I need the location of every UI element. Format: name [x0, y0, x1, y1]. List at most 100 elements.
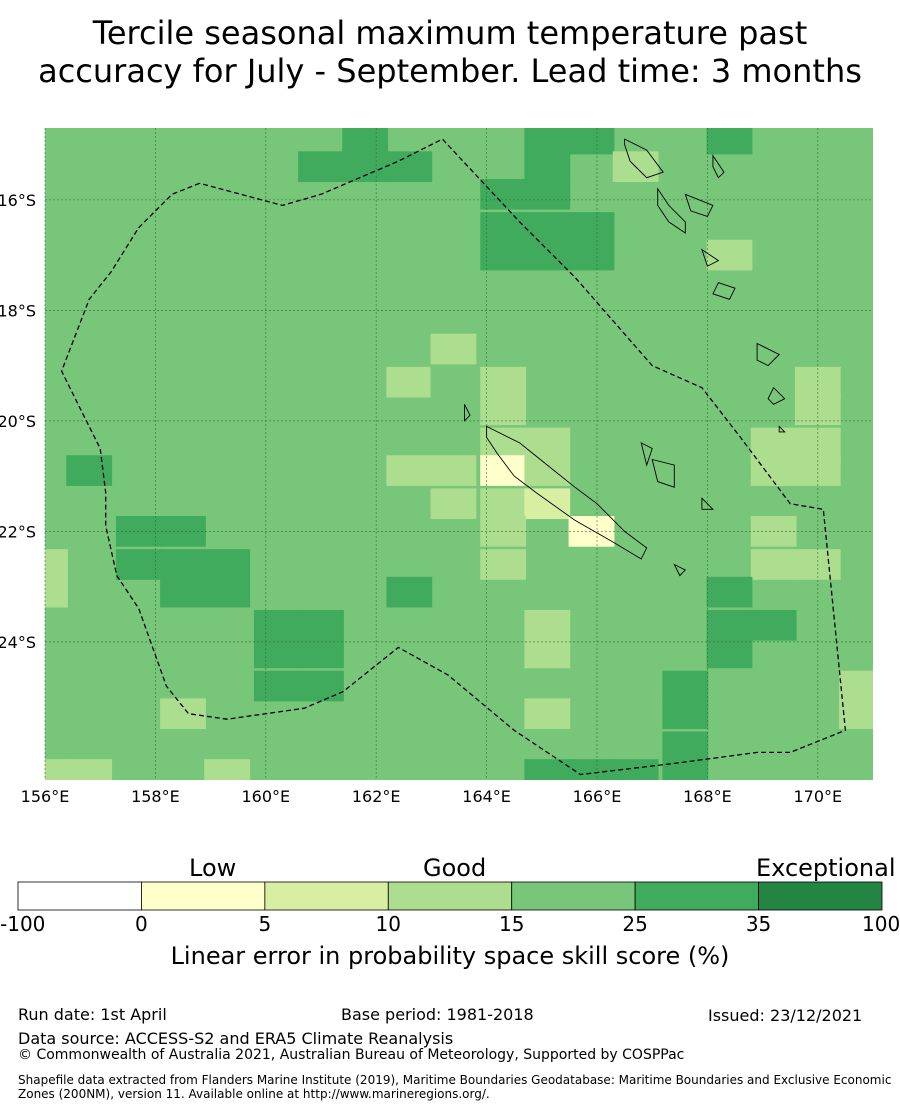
skill-cell [524, 698, 571, 730]
island-outline [756, 342, 780, 367]
island-outline [657, 187, 686, 234]
island-outline [701, 248, 720, 267]
skill-cell [66, 759, 113, 780]
data-source: Data source: ACCESS-S2 and ERA5 Climate … [18, 1029, 454, 1048]
gridlines [44, 128, 873, 780]
island-outline [701, 497, 714, 510]
lon-tick-label: 160°E [241, 787, 290, 806]
skill-cell [386, 151, 433, 183]
skill-cell [160, 576, 206, 608]
colorbar-segment [141, 881, 266, 911]
skill-cell [342, 128, 389, 155]
legend-cat-good: Good [423, 854, 487, 882]
eez-boundary [60, 138, 847, 776]
skill-cell [524, 239, 571, 271]
colorbar-tick-label: 25 [622, 912, 648, 936]
island-outline [624, 138, 664, 179]
page-title: Tercile seasonal maximum temperature pas… [38, 14, 862, 90]
lon-tick-label: 168°E [683, 787, 732, 806]
lon-tick-label: 156°E [21, 787, 70, 806]
skill-cell [750, 427, 797, 459]
lat-tick-label: 18°S [0, 301, 36, 320]
colorbar-segment [634, 881, 759, 911]
run-date: Run date: 1st April [18, 1005, 167, 1024]
skill-cell [386, 576, 433, 608]
colorbar-tick-label: 10 [375, 912, 402, 936]
skill-cell [298, 670, 344, 702]
skill-cell [253, 609, 300, 641]
skill-background [45, 128, 873, 780]
lat-tick-label: 22°S [0, 522, 36, 541]
skill-cell [480, 427, 527, 459]
skill-cell [524, 488, 571, 520]
island-outline [684, 193, 714, 217]
colorbar-tick-label: 15 [498, 912, 525, 936]
skill-cell [662, 759, 709, 780]
lat-tick-label: 16°S [0, 191, 36, 210]
skill-cell [160, 549, 206, 580]
skill-cell [430, 488, 477, 520]
skill-cell [480, 516, 527, 547]
island-outline [712, 282, 736, 300]
issued-date: Issued: 23/12/2021 [708, 1006, 863, 1025]
colorbar-tick-label: 0 [135, 912, 148, 936]
colorbar-tick-label: -100 [0, 912, 46, 936]
skill-cell [839, 670, 873, 702]
skill-cell [480, 488, 527, 520]
skill-cell [480, 394, 527, 426]
island-outline [651, 458, 675, 488]
skill-cell [662, 670, 709, 702]
skill-cell [480, 366, 527, 398]
skill-score-map: 156°E 158°E 160°E 162°E 164°E 166°E 168°E 170°E… [0, 128, 873, 806]
colorbar-label: Linear error in probability space skill … [170, 942, 730, 970]
shapefile-credit: Shapefile data extracted from Flanders M… [18, 1073, 892, 1101]
skill-cell [298, 637, 344, 669]
skill-cell [706, 637, 753, 669]
legend-cat-exceptional: Exceptional [756, 854, 896, 882]
colorbar-segment [17, 881, 142, 911]
colorbar-segment [511, 881, 636, 911]
lon-tick-label: 158°E [131, 787, 180, 806]
colorbar-tick-label: 5 [258, 912, 272, 936]
skill-cell [342, 151, 389, 183]
skill-cell [204, 759, 251, 780]
skill-cell [524, 609, 571, 641]
lat-tick-label: 24°S [0, 633, 36, 652]
island-outline [464, 404, 471, 422]
skill-cell [45, 576, 68, 608]
skill-cell [706, 128, 753, 155]
island-outline [778, 425, 786, 433]
copyright: © Commonwealth of Australia 2021, Austra… [18, 1047, 685, 1063]
skill-cell [568, 212, 615, 243]
skill-cell [524, 212, 571, 243]
skill-cell [298, 609, 344, 641]
skill-cell [386, 455, 433, 486]
colorbar-tick-label: 100 [862, 912, 900, 936]
skill-cell [480, 239, 527, 271]
lon-tick-label: 166°E [573, 787, 622, 806]
skill-cell [204, 549, 251, 580]
skill-cell [253, 637, 300, 669]
skill-cell [430, 333, 477, 365]
base-period: Base period: 1981-2018 [341, 1005, 534, 1024]
skill-cell [160, 698, 206, 730]
skill-cell [524, 759, 571, 780]
skill-cells [45, 128, 873, 780]
skill-cell [430, 455, 477, 486]
legend-cat-low: Low [189, 854, 237, 882]
skill-cell [662, 731, 709, 763]
lon-tick-label: 162°E [352, 787, 401, 806]
island-outline [673, 563, 687, 577]
skill-cell [253, 670, 300, 702]
skill-cell [568, 759, 615, 780]
skill-cell [45, 759, 68, 780]
coastlines [464, 138, 786, 577]
skill-cell [386, 366, 433, 398]
skill-cell [524, 637, 571, 669]
lon-tick-labels: 156°E 158°E 160°E 162°E 164°E 166°E 168°E 170°E [21, 787, 842, 806]
colorbar-segment [264, 881, 389, 911]
skill-cell [524, 455, 571, 486]
skill-cell [612, 759, 659, 780]
skill-cell [524, 128, 571, 155]
eez-boundary-line [60, 138, 847, 776]
